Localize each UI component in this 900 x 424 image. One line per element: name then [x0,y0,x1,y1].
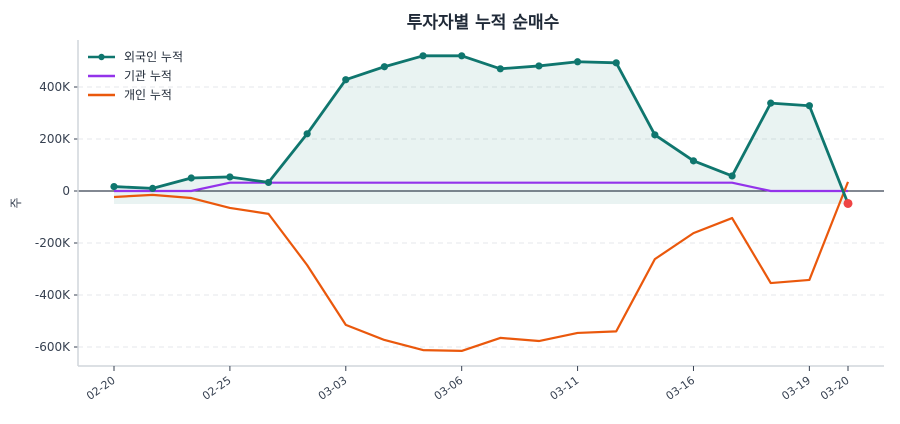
data-point-marker [187,174,195,182]
data-point-marker [573,58,582,66]
data-point-marker [496,65,504,73]
data-point-marker [110,182,118,191]
x-tick-label: 03-11 [548,374,582,403]
x-tick-label: 02-25 [200,374,234,403]
x-tick-label: 03-03 [316,374,350,403]
data-point-marker [380,63,389,71]
data-point-marker [149,184,157,192]
series-lines [110,52,853,352]
series-line-1 [114,181,848,193]
x-tick-label: 03-06 [432,374,466,403]
data-point-marker [805,102,813,110]
data-point-marker [767,99,775,107]
data-point-marker [264,178,273,187]
y-tick-label: -200K [35,236,71,250]
foreign-fill-area [114,55,848,204]
y-tick-label: -400K [35,288,71,302]
series-line-0 [113,54,850,204]
data-point-marker [689,157,698,165]
y-tick-label: 0 [62,184,70,198]
data-point-marker [612,59,620,67]
x-tick-label: 03-20 [818,374,852,403]
data-point-marker [303,130,311,138]
foreign-area-fill [114,55,848,204]
y-axis-label: 주 [9,197,23,208]
legend-label: 기관 누적 [124,69,172,83]
data-point-marker [458,52,466,60]
data-point-marker [651,131,659,139]
highlight-point-marker [843,198,853,208]
x-tick-label: 03-16 [664,374,698,403]
y-tick-label: 400K [39,80,71,94]
series-line-2 [113,181,850,352]
x-tick-label: 02-20 [84,374,118,403]
x-tick-label: 03-19 [779,374,813,403]
chart-title: 투자자별 누적 순매수 [407,13,560,33]
data-point-marker [226,173,234,181]
y-tick-label: -600K [35,340,71,354]
y-tick-label: 200K [39,132,71,146]
legend-label: 개인 누적 [124,88,172,102]
data-point-marker [342,76,350,84]
data-point-marker [728,172,736,180]
data-point-marker [535,62,543,70]
legend-label: 외국인 누적 [124,50,183,64]
legend-marker-icon [98,53,105,61]
data-point-marker [419,52,427,60]
